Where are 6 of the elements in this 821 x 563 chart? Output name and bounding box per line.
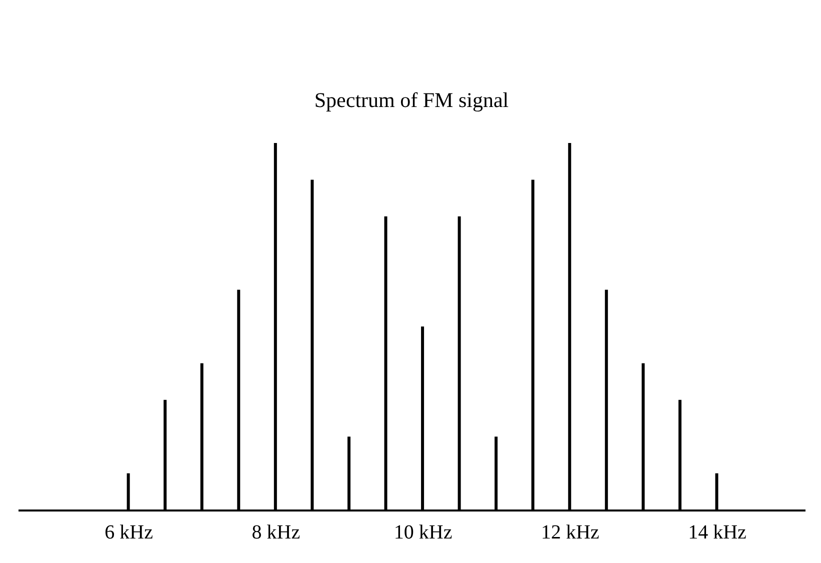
x-tick-label: 14 kHz xyxy=(688,522,747,544)
x-tick-label: 12 kHz xyxy=(540,522,600,544)
chart-title: Spectrum of FM signal xyxy=(314,88,509,112)
x-tick-label: 10 kHz xyxy=(394,522,452,544)
x-tick-label: 8 kHz xyxy=(252,522,300,544)
x-tick-label: 6 kHz xyxy=(104,522,154,544)
